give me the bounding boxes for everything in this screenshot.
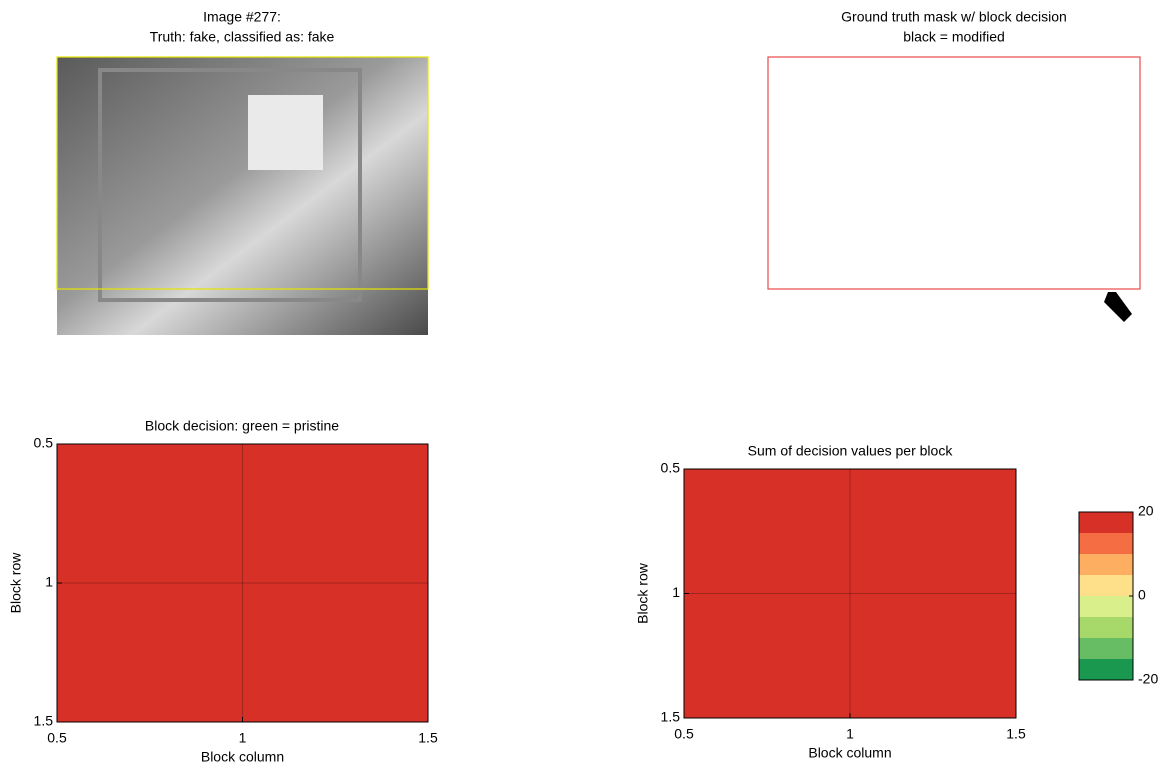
figure: Image #277: Truth: fake, classified as: f… [0, 0, 1164, 767]
panel-title: Sum of decision values per block [748, 443, 954, 459]
colorbar-tick-label: 20 [1138, 503, 1154, 519]
y-tick-label: 0.5 [34, 435, 54, 451]
x-tick-label: 0.5 [674, 726, 694, 742]
x-axis-label: Block column [808, 745, 891, 761]
x-tick-label: 1 [846, 726, 854, 742]
y-tick-label: 1.5 [34, 713, 54, 729]
photo-window [248, 95, 323, 170]
colorbar-bin [1079, 638, 1133, 659]
x-tick-label: 1.5 [418, 730, 438, 746]
panel-title: Block decision: green = pristine [145, 418, 339, 434]
panel-title: black = modified [903, 29, 1005, 45]
x-tick-label: 1 [239, 730, 247, 746]
y-tick-label: 1 [45, 574, 53, 590]
colorbar-bin [1079, 554, 1133, 575]
y-axis-label: Block row [8, 552, 24, 614]
y-axis-label: Block row [635, 562, 651, 624]
x-axis-label: Block column [201, 749, 284, 765]
panel-title: Ground truth mask w/ block decision [841, 9, 1067, 25]
photo [57, 57, 428, 335]
y-tick-label: 0.5 [661, 460, 681, 476]
colorbar-bin [1079, 659, 1133, 680]
panel-title: Truth: fake, classified as: fake [150, 29, 335, 45]
x-tick-label: 1.5 [1006, 726, 1026, 742]
colorbar-bin [1079, 512, 1133, 533]
y-tick-label: 1.5 [661, 709, 681, 725]
y-tick-label: 1 [672, 584, 680, 600]
colorbar-bin [1079, 596, 1133, 617]
colorbar-bin [1079, 575, 1133, 596]
x-tick-label: 0.5 [47, 730, 67, 746]
mask [768, 57, 1140, 335]
colorbar-tick-label: -20 [1138, 671, 1158, 687]
colorbar-bin [1079, 617, 1133, 638]
panel-title: Image #277: [203, 9, 281, 25]
colorbar-bin [1079, 533, 1133, 554]
colorbar-tick-label: 0 [1138, 587, 1146, 603]
